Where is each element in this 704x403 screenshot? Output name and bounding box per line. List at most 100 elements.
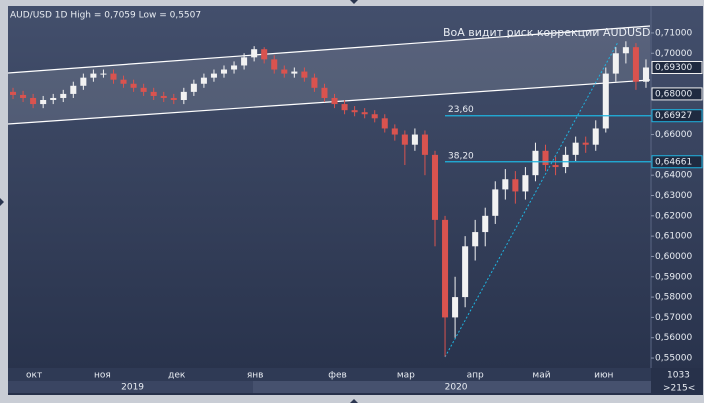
candle-body	[200, 77, 207, 84]
candle-body	[612, 53, 619, 74]
candle-body	[160, 95, 167, 98]
fib-level-name: 38,20	[448, 151, 474, 161]
candle-body	[321, 87, 328, 98]
price-box-label: 0,69300	[655, 63, 692, 73]
y-tick-label: 0,55000	[655, 354, 692, 364]
candle-body	[80, 77, 87, 86]
candle-body	[170, 97, 177, 101]
channel-line	[7, 25, 651, 74]
candle-body	[462, 246, 469, 298]
candle-body	[150, 91, 157, 96]
footer-text: 1033	[667, 371, 690, 381]
candle-body	[622, 47, 629, 54]
fib-level-name: 23,60	[448, 105, 474, 115]
x-tick-label: фев	[328, 371, 347, 381]
candle-body	[210, 73, 217, 78]
y-tick-label: 0,59000	[655, 272, 692, 282]
year-label: 2019	[121, 383, 144, 393]
candle-body	[442, 219, 449, 318]
candle-body	[572, 142, 579, 155]
candle-body	[562, 154, 569, 168]
x-tick-label: июн	[594, 371, 613, 381]
y-tick-label: 0,62000	[655, 211, 692, 221]
candle-body	[592, 128, 599, 145]
candle-body	[431, 154, 439, 220]
candle-body	[70, 85, 77, 94]
price-box	[651, 109, 703, 123]
x-tick-label: дек	[168, 371, 186, 381]
candle-body	[492, 189, 499, 216]
x-tick-label: апр	[467, 371, 484, 381]
candle-body	[381, 118, 388, 129]
y-tick-label: 0,57000	[655, 313, 692, 323]
year-band	[253, 381, 651, 393]
y-tick-label: 0,61000	[655, 232, 692, 242]
x-tick-label: май	[532, 371, 550, 381]
candle-body	[411, 134, 418, 145]
x-tick-label: мар	[397, 371, 415, 381]
y-tick-label: 0,63000	[655, 191, 692, 201]
nav-arrow	[0, 198, 4, 206]
candle-body	[602, 73, 609, 129]
price-box-label: 0,68000	[655, 89, 692, 99]
candle-body	[542, 150, 549, 166]
price-box	[651, 87, 703, 101]
candle-body	[522, 175, 529, 192]
nav-arrow	[350, 399, 358, 403]
y-tick-label: 0,56000	[655, 333, 692, 343]
candle-body	[231, 65, 238, 70]
month-band	[8, 368, 651, 381]
candle-body	[140, 87, 147, 92]
plot-background	[8, 6, 703, 395]
candle-body	[20, 94, 27, 98]
y-tick-label: 0,58000	[655, 293, 692, 303]
candle-body	[40, 100, 47, 105]
y-tick-label: 0,71000	[655, 28, 692, 38]
candle-body	[452, 297, 459, 318]
candle-body	[50, 97, 57, 101]
candle-body	[190, 83, 197, 92]
candle-body	[341, 104, 348, 111]
candle-body	[421, 134, 428, 155]
candle-body	[60, 93, 67, 98]
candle-body	[130, 83, 137, 88]
candle-body	[351, 110, 358, 113]
candle-body	[391, 128, 398, 135]
price-box-label: 0,66927	[655, 111, 692, 121]
footer-text: >215<	[663, 384, 695, 394]
year-band	[8, 381, 253, 393]
candle-body	[90, 73, 97, 78]
x-tick-label: окт	[26, 371, 42, 381]
annotation: BoA видит риск коррекции AUDUSD	[443, 26, 651, 39]
price-box-label: 0,64661	[655, 157, 692, 167]
candle-body	[532, 150, 539, 176]
candle-body	[311, 77, 318, 88]
candle-body	[100, 73, 107, 75]
candle-body	[271, 59, 278, 70]
candle-body	[281, 69, 288, 74]
y-tick-label: 0,60000	[655, 252, 692, 262]
y-tick-label: 0,70000	[655, 49, 692, 59]
corner	[651, 368, 703, 395]
candle-body	[642, 67, 649, 82]
candle-body	[220, 69, 228, 74]
candle-body	[512, 179, 519, 192]
candle-body	[401, 134, 408, 145]
candle-body	[632, 47, 639, 82]
candle-body	[331, 97, 338, 105]
x-tick-label: янв	[247, 371, 264, 381]
candle-body	[120, 79, 127, 84]
candle-body	[110, 73, 117, 80]
candle-body	[241, 57, 248, 66]
candle-body	[582, 142, 589, 145]
y-tick-label: 0,64000	[655, 171, 692, 181]
candle-body	[472, 232, 479, 247]
candle-body	[30, 97, 37, 105]
year-label: 2020	[445, 383, 468, 393]
candle-body	[301, 71, 308, 78]
candle-body	[251, 49, 258, 58]
candle-body	[291, 71, 298, 74]
price-box	[651, 60, 703, 74]
chart-title: AUD/USD 1D High = 0,7059 Low = 0,5507	[10, 11, 201, 21]
